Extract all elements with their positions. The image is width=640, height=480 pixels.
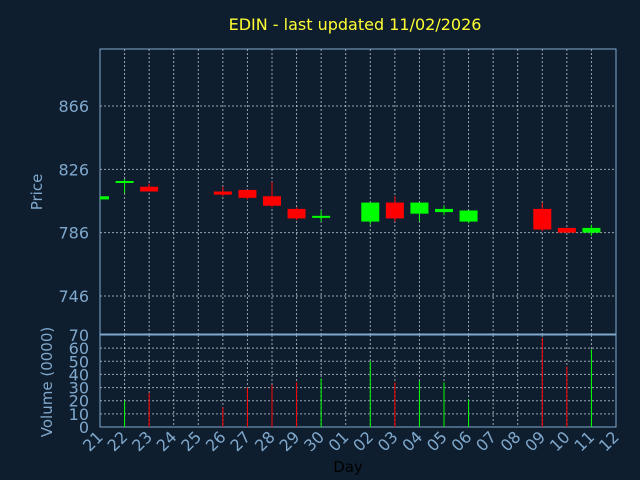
candle-body (410, 202, 429, 214)
volume-tick-label: 40 (69, 365, 89, 384)
volume-tick-label: 20 (69, 392, 89, 411)
candle-body (459, 210, 478, 222)
candle-body (140, 186, 159, 192)
volume-frame (99, 334, 617, 428)
x-axis: 2122232425262728293001020304050607080910… (79, 427, 623, 455)
candle-body (435, 208, 453, 213)
price-tick-label: 826 (58, 160, 89, 179)
chart-title: EDIN - last updated 11/02/2026 (229, 15, 482, 34)
x-tick-label: 27 (226, 427, 254, 455)
x-tick-label: 05 (423, 427, 451, 455)
x-tick-label: 23 (128, 427, 156, 455)
x-tick-label: 28 (251, 427, 279, 455)
candle-body (115, 181, 134, 183)
candles (100, 178, 601, 236)
x-tick-label: 04 (398, 427, 426, 455)
price-tick-label: 746 (58, 287, 89, 306)
candle-body (557, 227, 576, 233)
x-tick-label: 29 (276, 427, 304, 455)
volume-tick-label: 70 (69, 326, 89, 345)
candle-body (361, 202, 380, 222)
x-tick-label: 11 (570, 427, 598, 455)
x-tick-label: 10 (546, 427, 574, 455)
price-panel: 746 786 826 866 (58, 48, 617, 335)
volume-tick-label: 30 (69, 379, 89, 398)
x-tick-label: 22 (104, 427, 132, 455)
price-tick-label: 866 (58, 97, 89, 116)
x-axis-label: Day (333, 458, 363, 476)
price-tick-label: 786 (58, 224, 89, 243)
x-tick-label: 08 (497, 427, 525, 455)
candle-body (385, 202, 404, 219)
volume-tick-label: 10 (69, 405, 89, 424)
x-tick-label: 07 (472, 427, 500, 455)
price-axis-label: Price (28, 174, 46, 211)
volume-tick-label: 60 (69, 339, 89, 358)
x-tick-label: 30 (300, 427, 328, 455)
x-tick-label: 24 (153, 427, 181, 455)
volume-axis-label: Volume (0000) (38, 327, 56, 437)
price-frame (99, 48, 617, 335)
candle-body (312, 215, 331, 218)
x-tick-label: 06 (448, 427, 476, 455)
x-tick-label: 02 (349, 427, 377, 455)
x-tick-label: 25 (177, 427, 205, 455)
candle-body (238, 189, 257, 198)
x-tick-label: 12 (595, 427, 623, 455)
volume-tick-label: 0 (79, 418, 89, 437)
candle-body (582, 227, 601, 233)
candle-body (533, 208, 552, 230)
candle-body (287, 208, 306, 219)
x-tick-label: 09 (521, 427, 549, 455)
x-tick-label: 01 (325, 427, 353, 455)
x-tick-label: 03 (374, 427, 402, 455)
candle-body (213, 191, 232, 195)
candle-body (263, 196, 281, 206)
volume-tick-label: 50 (69, 352, 89, 371)
x-tick-label: 26 (202, 427, 230, 455)
candle-body (100, 196, 109, 200)
